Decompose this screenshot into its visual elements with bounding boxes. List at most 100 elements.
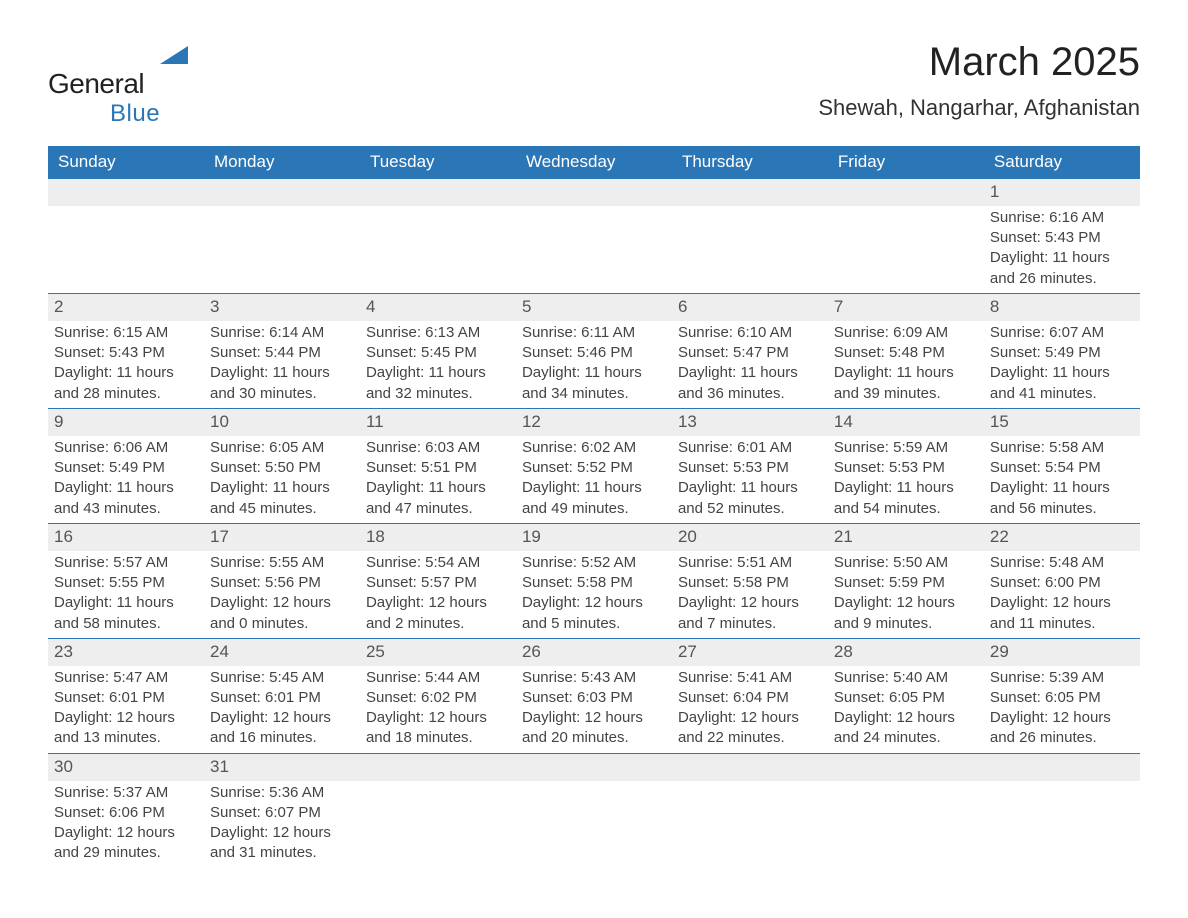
daylight-line: Daylight: 12 hours and 31 minutes. xyxy=(210,823,354,864)
daylight-line: Daylight: 12 hours and 7 minutes. xyxy=(678,593,822,634)
sunset-line: Sunset: 6:02 PM xyxy=(366,688,510,708)
day-number: 1 xyxy=(984,179,1140,206)
sunset-line: Sunset: 5:43 PM xyxy=(54,343,198,363)
day-details: Sunrise: 5:51 AMSunset: 5:58 PMDaylight:… xyxy=(678,553,822,634)
location: Shewah, Nangarhar, Afghanistan xyxy=(818,95,1140,121)
day-details: Sunrise: 5:39 AMSunset: 6:05 PMDaylight:… xyxy=(990,668,1134,749)
sunset-line: Sunset: 6:05 PM xyxy=(990,688,1134,708)
daylight-line: Daylight: 11 hours and 45 minutes. xyxy=(210,478,354,519)
day-number-row xyxy=(984,754,1140,781)
day-details: Sunrise: 6:16 AMSunset: 5:43 PMDaylight:… xyxy=(990,208,1134,289)
day-details: Sunrise: 5:44 AMSunset: 6:02 PMDaylight:… xyxy=(366,668,510,749)
daylight-line: Daylight: 11 hours and 49 minutes. xyxy=(522,478,666,519)
day-number: 22 xyxy=(984,524,1140,551)
sunset-line: Sunset: 6:00 PM xyxy=(990,573,1134,593)
daylight-line: Daylight: 12 hours and 0 minutes. xyxy=(210,593,354,634)
day-cell: 26Sunrise: 5:43 AMSunset: 6:03 PMDayligh… xyxy=(516,638,672,753)
day-cell: 29Sunrise: 5:39 AMSunset: 6:05 PMDayligh… xyxy=(984,638,1140,753)
sunrise-line: Sunrise: 5:48 AM xyxy=(990,553,1134,573)
day-cell: 5Sunrise: 6:11 AMSunset: 5:46 PMDaylight… xyxy=(516,293,672,408)
day-details: Sunrise: 6:09 AMSunset: 5:48 PMDaylight:… xyxy=(834,323,978,404)
day-details: Sunrise: 6:07 AMSunset: 5:49 PMDaylight:… xyxy=(990,323,1134,404)
day-number-row xyxy=(516,754,672,781)
sunrise-line: Sunrise: 6:14 AM xyxy=(210,323,354,343)
daylight-line: Daylight: 12 hours and 9 minutes. xyxy=(834,593,978,634)
day-details: Sunrise: 5:48 AMSunset: 6:00 PMDaylight:… xyxy=(990,553,1134,634)
day-number: 27 xyxy=(672,639,828,666)
empty-cell xyxy=(204,179,360,294)
day-details: Sunrise: 5:50 AMSunset: 5:59 PMDaylight:… xyxy=(834,553,978,634)
day-details: Sunrise: 5:55 AMSunset: 5:56 PMDaylight:… xyxy=(210,553,354,634)
day-details: Sunrise: 5:54 AMSunset: 5:57 PMDaylight:… xyxy=(366,553,510,634)
logo-text-blue: Blue xyxy=(110,100,160,128)
sunrise-line: Sunrise: 6:07 AM xyxy=(990,323,1134,343)
day-cell: 30Sunrise: 5:37 AMSunset: 6:06 PMDayligh… xyxy=(48,753,204,867)
daylight-line: Daylight: 12 hours and 18 minutes. xyxy=(366,708,510,749)
sunset-line: Sunset: 5:58 PM xyxy=(522,573,666,593)
day-cell: 9Sunrise: 6:06 AMSunset: 5:49 PMDaylight… xyxy=(48,408,204,523)
daylight-line: Daylight: 11 hours and 58 minutes. xyxy=(54,593,198,634)
logo-triangle-icon xyxy=(160,46,190,68)
sunset-line: Sunset: 5:52 PM xyxy=(522,458,666,478)
calendar-row: 16Sunrise: 5:57 AMSunset: 5:55 PMDayligh… xyxy=(48,523,1140,638)
calendar-row: 1Sunrise: 6:16 AMSunset: 5:43 PMDaylight… xyxy=(48,179,1140,294)
sunset-line: Sunset: 5:53 PM xyxy=(834,458,978,478)
sunset-line: Sunset: 5:58 PM xyxy=(678,573,822,593)
daylight-line: Daylight: 12 hours and 2 minutes. xyxy=(366,593,510,634)
day-cell: 17Sunrise: 5:55 AMSunset: 5:56 PMDayligh… xyxy=(204,523,360,638)
empty-cell xyxy=(516,753,672,867)
daylight-line: Daylight: 11 hours and 30 minutes. xyxy=(210,363,354,404)
daylight-line: Daylight: 11 hours and 47 minutes. xyxy=(366,478,510,519)
daylight-line: Daylight: 12 hours and 22 minutes. xyxy=(678,708,822,749)
weekday-header: Saturday xyxy=(984,146,1140,179)
sunset-line: Sunset: 5:54 PM xyxy=(990,458,1134,478)
sunset-line: Sunset: 5:50 PM xyxy=(210,458,354,478)
sunrise-line: Sunrise: 5:57 AM xyxy=(54,553,198,573)
weekday-header: Wednesday xyxy=(516,146,672,179)
day-cell: 31Sunrise: 5:36 AMSunset: 6:07 PMDayligh… xyxy=(204,753,360,867)
day-cell: 7Sunrise: 6:09 AMSunset: 5:48 PMDaylight… xyxy=(828,293,984,408)
calendar-row: 2Sunrise: 6:15 AMSunset: 5:43 PMDaylight… xyxy=(48,293,1140,408)
sunset-line: Sunset: 5:56 PM xyxy=(210,573,354,593)
day-number: 13 xyxy=(672,409,828,436)
day-cell: 28Sunrise: 5:40 AMSunset: 6:05 PMDayligh… xyxy=(828,638,984,753)
sunrise-line: Sunrise: 6:11 AM xyxy=(522,323,666,343)
day-cell: 1Sunrise: 6:16 AMSunset: 5:43 PMDaylight… xyxy=(984,179,1140,294)
sunrise-line: Sunrise: 6:05 AM xyxy=(210,438,354,458)
empty-cell xyxy=(672,179,828,294)
calendar-table: SundayMondayTuesdayWednesdayThursdayFrid… xyxy=(48,146,1140,868)
day-cell: 10Sunrise: 6:05 AMSunset: 5:50 PMDayligh… xyxy=(204,408,360,523)
sunrise-line: Sunrise: 5:36 AM xyxy=(210,783,354,803)
day-details: Sunrise: 5:45 AMSunset: 6:01 PMDaylight:… xyxy=(210,668,354,749)
day-number: 19 xyxy=(516,524,672,551)
sunset-line: Sunset: 5:59 PM xyxy=(834,573,978,593)
day-cell: 22Sunrise: 5:48 AMSunset: 6:00 PMDayligh… xyxy=(984,523,1140,638)
sunset-line: Sunset: 5:53 PM xyxy=(678,458,822,478)
day-number: 18 xyxy=(360,524,516,551)
daylight-line: Daylight: 12 hours and 20 minutes. xyxy=(522,708,666,749)
title-block: March 2025 Shewah, Nangarhar, Afghanista… xyxy=(818,40,1140,121)
daylight-line: Daylight: 11 hours and 43 minutes. xyxy=(54,478,198,519)
day-number: 30 xyxy=(48,754,204,781)
sunset-line: Sunset: 5:46 PM xyxy=(522,343,666,363)
day-details: Sunrise: 6:02 AMSunset: 5:52 PMDaylight:… xyxy=(522,438,666,519)
sunset-line: Sunset: 5:49 PM xyxy=(990,343,1134,363)
day-number: 31 xyxy=(204,754,360,781)
day-number: 23 xyxy=(48,639,204,666)
day-details: Sunrise: 5:57 AMSunset: 5:55 PMDaylight:… xyxy=(54,553,198,634)
day-number-row xyxy=(516,179,672,206)
day-number: 12 xyxy=(516,409,672,436)
logo: General Blue xyxy=(48,68,160,128)
sunset-line: Sunset: 5:43 PM xyxy=(990,228,1134,248)
weekday-header: Sunday xyxy=(48,146,204,179)
weekday-header: Thursday xyxy=(672,146,828,179)
sunset-line: Sunset: 5:48 PM xyxy=(834,343,978,363)
sunset-line: Sunset: 5:49 PM xyxy=(54,458,198,478)
day-cell: 16Sunrise: 5:57 AMSunset: 5:55 PMDayligh… xyxy=(48,523,204,638)
sunset-line: Sunset: 6:05 PM xyxy=(834,688,978,708)
day-number: 3 xyxy=(204,294,360,321)
day-cell: 13Sunrise: 6:01 AMSunset: 5:53 PMDayligh… xyxy=(672,408,828,523)
day-number: 25 xyxy=(360,639,516,666)
sunrise-line: Sunrise: 5:47 AM xyxy=(54,668,198,688)
empty-cell xyxy=(360,753,516,867)
